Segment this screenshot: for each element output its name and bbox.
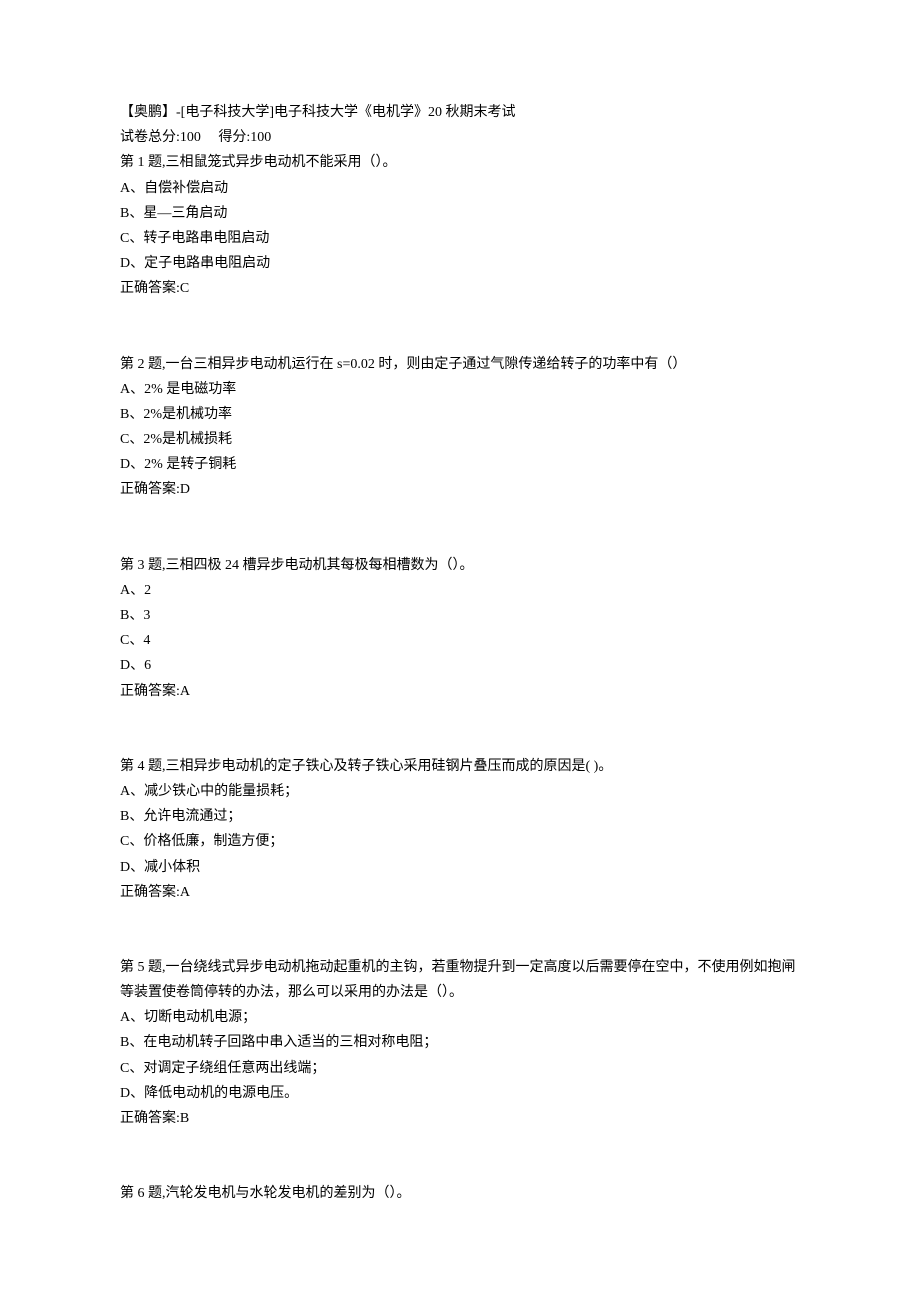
question-option: A、切断电动机电源； bbox=[120, 1005, 800, 1030]
correct-answer: 正确答案:A bbox=[120, 679, 800, 704]
score-line: 试卷总分:100 得分:100 bbox=[120, 125, 800, 150]
question-stem: 第 6 题,汽轮发电机与水轮发电机的差别为（）。 bbox=[120, 1181, 800, 1206]
question-option: C、价格低廉，制造方便； bbox=[120, 829, 800, 854]
correct-answer: 正确答案:D bbox=[120, 477, 800, 502]
question-option: A、2% 是电磁功率 bbox=[120, 377, 800, 402]
score-value: 100 bbox=[250, 130, 271, 145]
correct-answer: 正确答案:A bbox=[120, 880, 800, 905]
question-option: B、允许电流通过； bbox=[120, 804, 800, 829]
exam-title: 【奥鹏】-[电子科技大学]电子科技大学《电机学》20 秋期末考试 bbox=[120, 100, 800, 125]
question-option: C、4 bbox=[120, 628, 800, 653]
question-option: C、2%是机械损耗 bbox=[120, 427, 800, 452]
question-option: B、星—三角启动 bbox=[120, 201, 800, 226]
question-block: 第 3 题,三相四极 24 槽异步电动机其每极每相槽数为（）。A、2B、3C、4… bbox=[120, 553, 800, 704]
question-option: D、减小体积 bbox=[120, 855, 800, 880]
score-label: 得分: bbox=[218, 130, 250, 145]
question-option: A、2 bbox=[120, 578, 800, 603]
question-option: A、减少铁心中的能量损耗； bbox=[120, 779, 800, 804]
question-block: 第 2 题,一台三相异步电动机运行在 s=0.02 时，则由定子通过气隙传递给转… bbox=[120, 352, 800, 503]
question-option: D、6 bbox=[120, 653, 800, 678]
question-option: D、降低电动机的电源电压。 bbox=[120, 1081, 800, 1106]
question-option: D、定子电路串电阻启动 bbox=[120, 251, 800, 276]
question-option: C、转子电路串电阻启动 bbox=[120, 226, 800, 251]
question-stem: 第 3 题,三相四极 24 槽异步电动机其每极每相槽数为（）。 bbox=[120, 553, 800, 578]
total-score-label: 试卷总分: bbox=[120, 130, 180, 145]
question-option: C、对调定子绕组任意两出线端； bbox=[120, 1056, 800, 1081]
total-score-value: 100 bbox=[180, 130, 201, 145]
question-option: B、2%是机械功率 bbox=[120, 402, 800, 427]
question-option: A、自偿补偿启动 bbox=[120, 176, 800, 201]
question-block: 第 6 题,汽轮发电机与水轮发电机的差别为（）。 bbox=[120, 1181, 800, 1206]
question-stem: 第 1 题,三相鼠笼式异步电动机不能采用（）。 bbox=[120, 150, 800, 175]
question-stem: 第 5 题,一台绕线式异步电动机拖动起重机的主钩，若重物提升到一定高度以后需要停… bbox=[120, 955, 800, 1005]
correct-answer: 正确答案:C bbox=[120, 276, 800, 301]
question-stem: 第 2 题,一台三相异步电动机运行在 s=0.02 时，则由定子通过气隙传递给转… bbox=[120, 352, 800, 377]
question-option: B、3 bbox=[120, 603, 800, 628]
question-block: 第 1 题,三相鼠笼式异步电动机不能采用（）。A、自偿补偿启动B、星—三角启动C… bbox=[120, 150, 800, 301]
question-block: 第 5 题,一台绕线式异步电动机拖动起重机的主钩，若重物提升到一定高度以后需要停… bbox=[120, 955, 800, 1131]
correct-answer: 正确答案:B bbox=[120, 1106, 800, 1131]
question-block: 第 4 题,三相异步电动机的定子铁心及转子铁心采用硅钢片叠压而成的原因是( )。… bbox=[120, 754, 800, 905]
question-option: D、2% 是转子铜耗 bbox=[120, 452, 800, 477]
question-stem: 第 4 题,三相异步电动机的定子铁心及转子铁心采用硅钢片叠压而成的原因是( )。 bbox=[120, 754, 800, 779]
question-option: B、在电动机转子回路中串入适当的三相对称电阻； bbox=[120, 1030, 800, 1055]
